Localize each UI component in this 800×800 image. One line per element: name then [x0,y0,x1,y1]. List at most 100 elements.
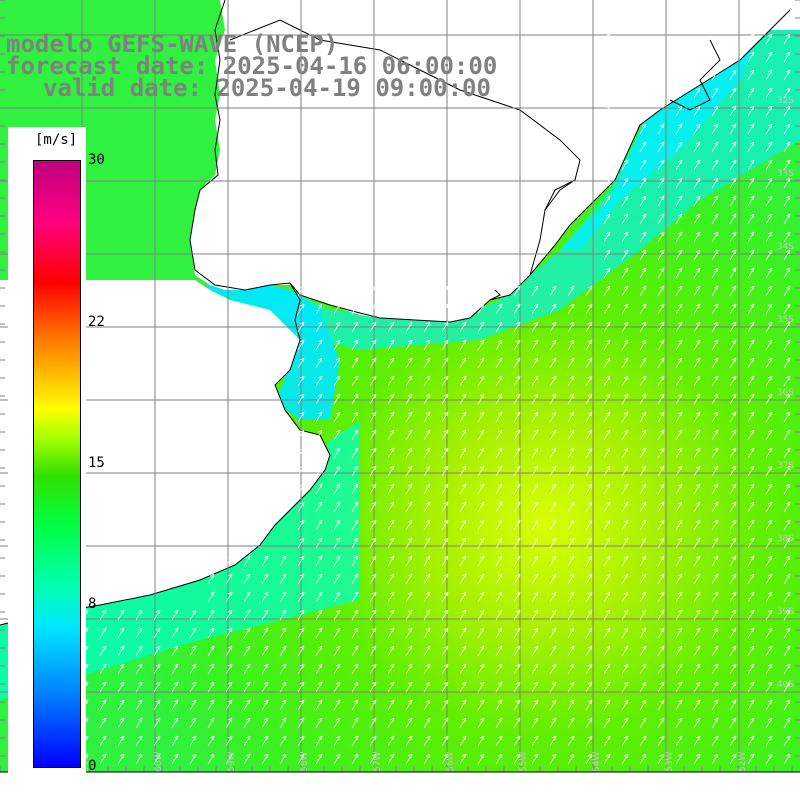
wind-arrow [765,321,773,333]
wind-arrow [567,735,575,747]
wind-arrow [603,537,611,549]
wind-arrow [459,537,467,549]
wind-arrow [621,321,629,333]
wind-arrow [171,753,179,765]
wind-arrow [639,447,647,459]
wind-arrow [441,609,449,621]
wind-arrow [387,303,395,315]
wind-arrow [585,735,593,747]
wind-arrow [693,429,701,441]
wind-arrow [549,501,557,513]
wind-arrow [369,321,377,333]
wind-arrow [693,501,701,513]
wind-arrow [549,285,557,297]
wind-arrow [567,321,575,333]
wind-arrow [711,555,719,567]
wind-arrow [117,609,125,621]
wind-arrow [657,357,665,369]
wind-arrow [747,501,755,513]
wind-arrow [351,429,359,441]
wind-arrow [351,393,359,405]
wind-arrow [459,735,467,747]
wind-arrow [639,267,647,279]
wind-arrow [747,231,755,243]
longitude-label: 54W [592,751,602,772]
wind-arrow [333,645,341,657]
wind-arrow [729,123,737,135]
wind-arrow [171,699,179,711]
wind-arrow [639,141,647,153]
wind-arrow [585,501,593,513]
wind-arrow [693,231,701,243]
wind-arrow [333,735,341,747]
wind-arrow [711,501,719,513]
wind-arrow [585,663,593,675]
wind-arrow [657,717,665,729]
wind-arrow [675,681,683,693]
wind-arrow [477,429,485,441]
wind-arrow [585,429,593,441]
wind-arrow [297,627,305,639]
wind-arrow [333,375,341,387]
wind-arrow [315,663,323,675]
coastline [0,0,791,626]
wind-arrow [387,537,395,549]
wind-arrow [549,591,557,603]
wind-arrow [405,285,413,297]
wind-arrow [603,195,611,207]
wind-arrow [765,411,773,423]
wind-arrows [9,33,791,765]
wind-arrow [693,519,701,531]
wind-arrow [387,663,395,675]
wind-arrow [351,609,359,621]
wind-arrow [585,627,593,639]
wind-arrow [585,357,593,369]
wind-arrow [477,717,485,729]
wind-arrow [675,735,683,747]
wind-arrow [711,249,719,261]
wind-arrow [549,735,557,747]
wind-arrow [675,231,683,243]
wind-arrow [99,717,107,729]
wind-arrow [639,591,647,603]
wind-arrow [585,447,593,459]
wind-arrow [315,483,323,495]
wind-arrow [243,663,251,675]
wind-arrow [675,555,683,567]
wind-arrow [729,159,737,171]
wind-arrow [243,735,251,747]
wind-arrow [747,663,755,675]
wind-arrow [585,537,593,549]
wind-arrow [639,753,647,765]
wind-arrow [729,429,737,441]
wind-arrow [333,447,341,459]
wind-arrow [531,339,539,351]
wind-arrow [621,249,629,261]
wind-arrow [783,51,791,63]
wind-arrow [621,339,629,351]
wind-arrow [675,717,683,729]
wind-arrow [387,609,395,621]
wind-arrow [783,411,791,423]
wind-arrow [567,573,575,585]
wind-arrow [657,735,665,747]
wind-arrow [423,519,431,531]
wind-arrow [117,717,125,729]
wind-arrow [729,249,737,261]
wind-arrow [369,681,377,693]
wind-arrow [693,699,701,711]
wind-arrow [603,411,611,423]
wind-arrow [639,501,647,513]
wind-arrow [675,411,683,423]
wind-arrow [243,555,251,567]
wind-arrow [513,375,521,387]
wind-arrow [423,735,431,747]
wind-arrow [711,627,719,639]
wind-arrow [405,393,413,405]
wind-arrow [567,429,575,441]
wind-arrow [603,177,611,189]
wind-arrow [711,303,719,315]
wind-arrow [783,591,791,603]
wind-arrow [585,321,593,333]
